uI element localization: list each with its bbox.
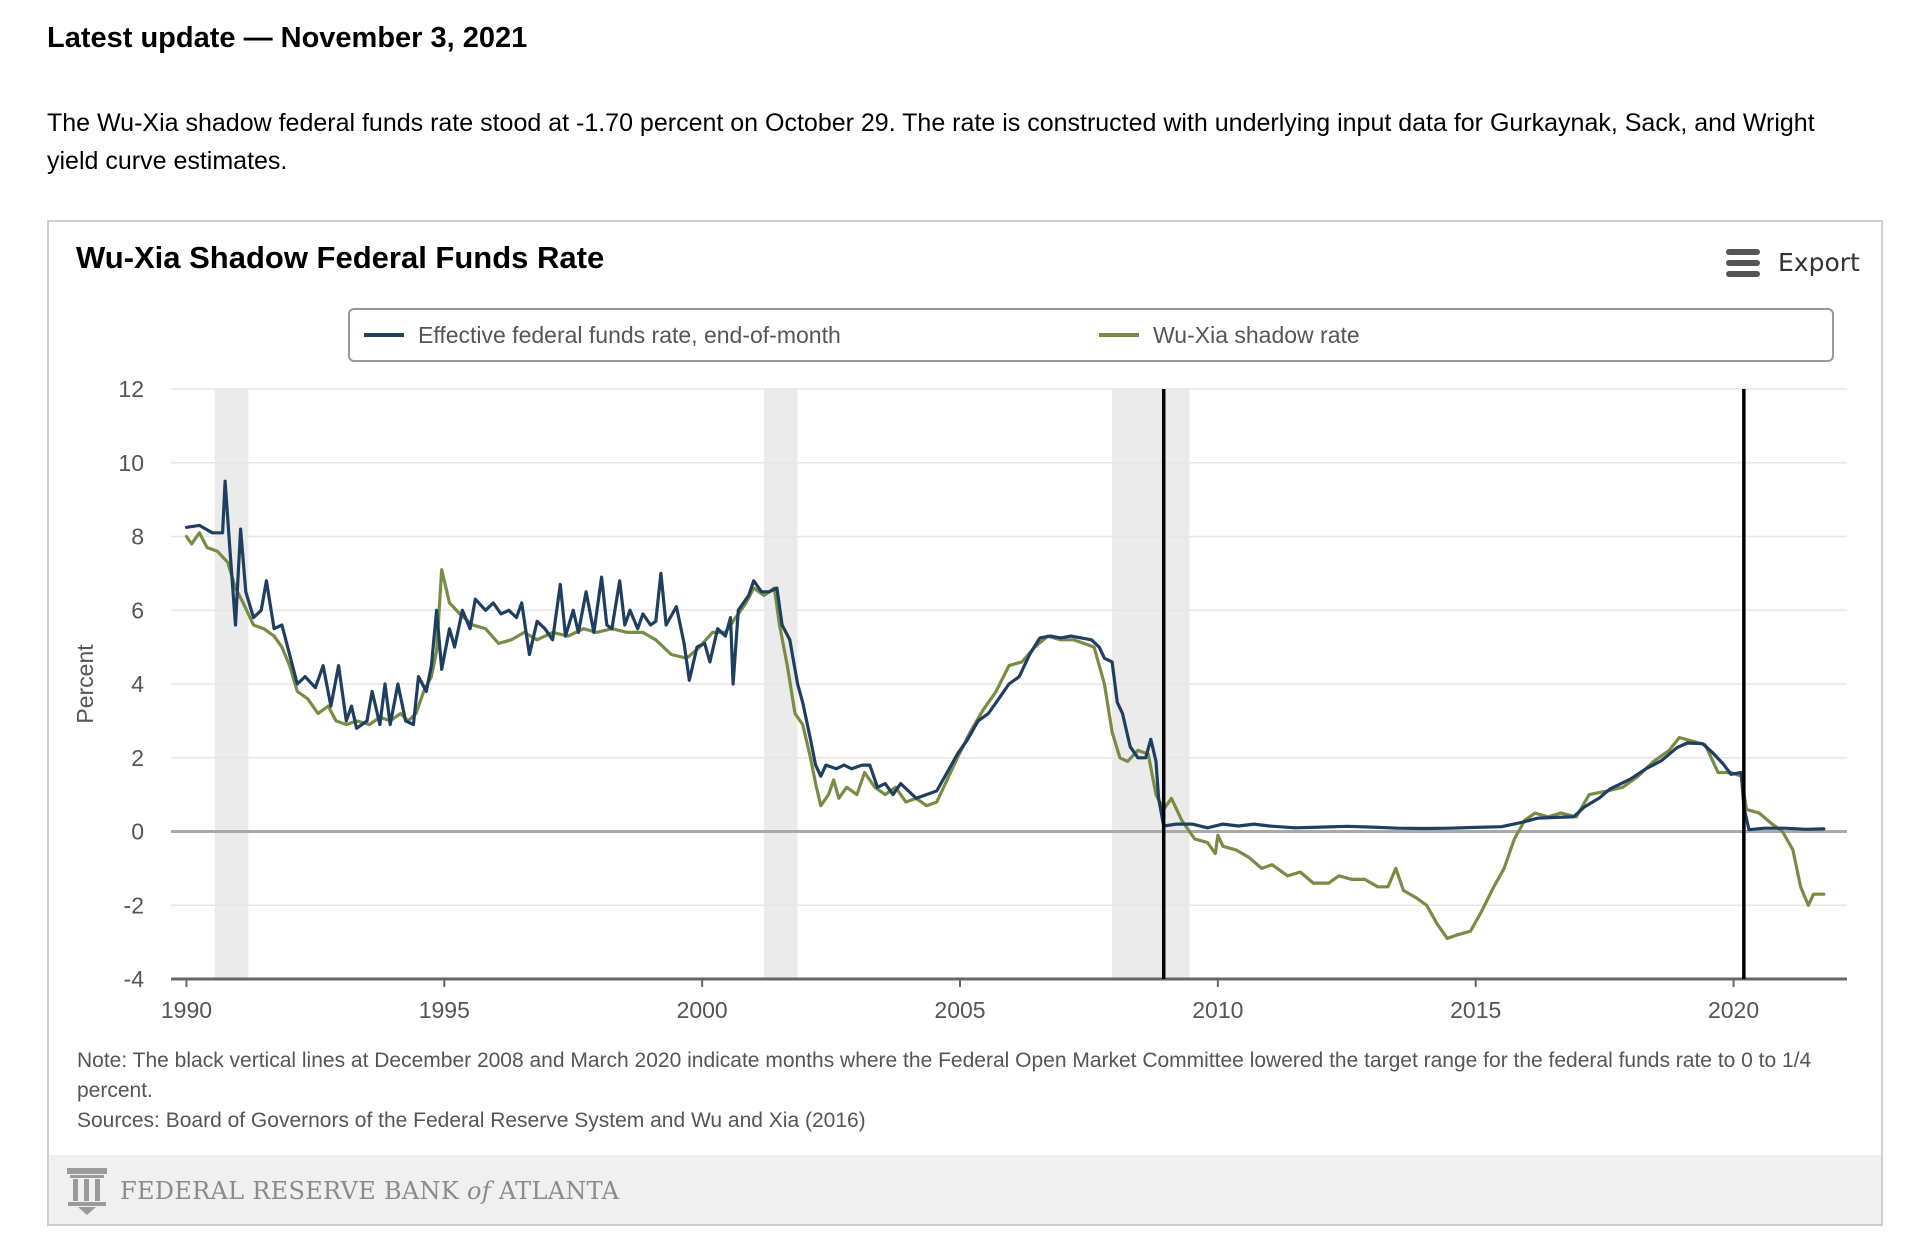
- logo-text-of: of: [466, 1177, 491, 1205]
- y-tick-label-8: 8: [131, 524, 144, 550]
- logo-text-part1: FEDERAL RESERVE BANK: [120, 1177, 467, 1205]
- update-heading: Latest update — November 3, 2021: [47, 22, 528, 54]
- y-tick-label-4: 4: [131, 671, 144, 697]
- chart-note: Note: The black vertical lines at Decemb…: [77, 1049, 1812, 1102]
- legend-swatch-effective: [364, 333, 404, 337]
- menu-icon: [1726, 248, 1760, 277]
- y-tick-label-6: 6: [131, 597, 144, 623]
- line-chart: -4 -2 0 2 4 6 8 10 12 1990 1995 2000 2005 2010 2015 202…: [72, 376, 1847, 1023]
- y-tick-label-0: 0: [131, 819, 144, 845]
- y-tick-label-10: 10: [118, 450, 144, 476]
- y-tick-label--2: -2: [124, 892, 144, 918]
- building-column-icon: [67, 1168, 107, 1215]
- chart-legend: Effective federal funds rate, end-of-mon…: [348, 308, 1834, 362]
- series-line-effective: [184, 479, 1826, 832]
- legend-label-shadow: Wu-Xia shadow rate: [1153, 321, 1360, 348]
- y-tick-label-2: 2: [131, 745, 144, 771]
- x-tick-label-2015: 2015: [1450, 997, 1501, 1023]
- x-tick-label-2010: 2010: [1192, 997, 1243, 1023]
- y-tick-label--4: -4: [124, 966, 145, 992]
- export-label: Export: [1778, 248, 1860, 277]
- y-axis-label: Percent: [72, 644, 98, 724]
- x-tick-label-2000: 2000: [677, 997, 728, 1023]
- legend-item-shadow[interactable]: Wu-Xia shadow rate: [1099, 310, 1360, 360]
- legend-item-effective[interactable]: Effective federal funds rate, end-of-mon…: [364, 310, 841, 360]
- logo-text-part2: ATLANTA: [490, 1177, 620, 1205]
- intro-paragraph: The Wu-Xia shadow federal funds rate sto…: [47, 109, 1815, 175]
- x-tick-label-2020: 2020: [1708, 997, 1759, 1023]
- legend-swatch-shadow: [1099, 333, 1139, 337]
- x-tick-label-2005: 2005: [934, 997, 985, 1023]
- chart-sources: Sources: Board of Governors of the Feder…: [77, 1109, 866, 1132]
- legend-label-effective: Effective federal funds rate, end-of-mon…: [418, 321, 841, 348]
- x-tick-label-1995: 1995: [419, 997, 470, 1023]
- export-button[interactable]: Export: [1726, 248, 1860, 277]
- logo-text: FEDERAL RESERVE BANK of ATLANTA: [120, 1177, 619, 1205]
- footer-band: [49, 1155, 1881, 1224]
- series-line-shadow: [184, 531, 1826, 940]
- x-tick-label-1990: 1990: [161, 997, 212, 1023]
- frb-atlanta-logo: FEDERAL RESERVE BANK of ATLANTA: [64, 1166, 619, 1216]
- chart-title: Wu-Xia Shadow Federal Funds Rate: [76, 240, 605, 275]
- y-tick-label-12: 12: [118, 376, 144, 402]
